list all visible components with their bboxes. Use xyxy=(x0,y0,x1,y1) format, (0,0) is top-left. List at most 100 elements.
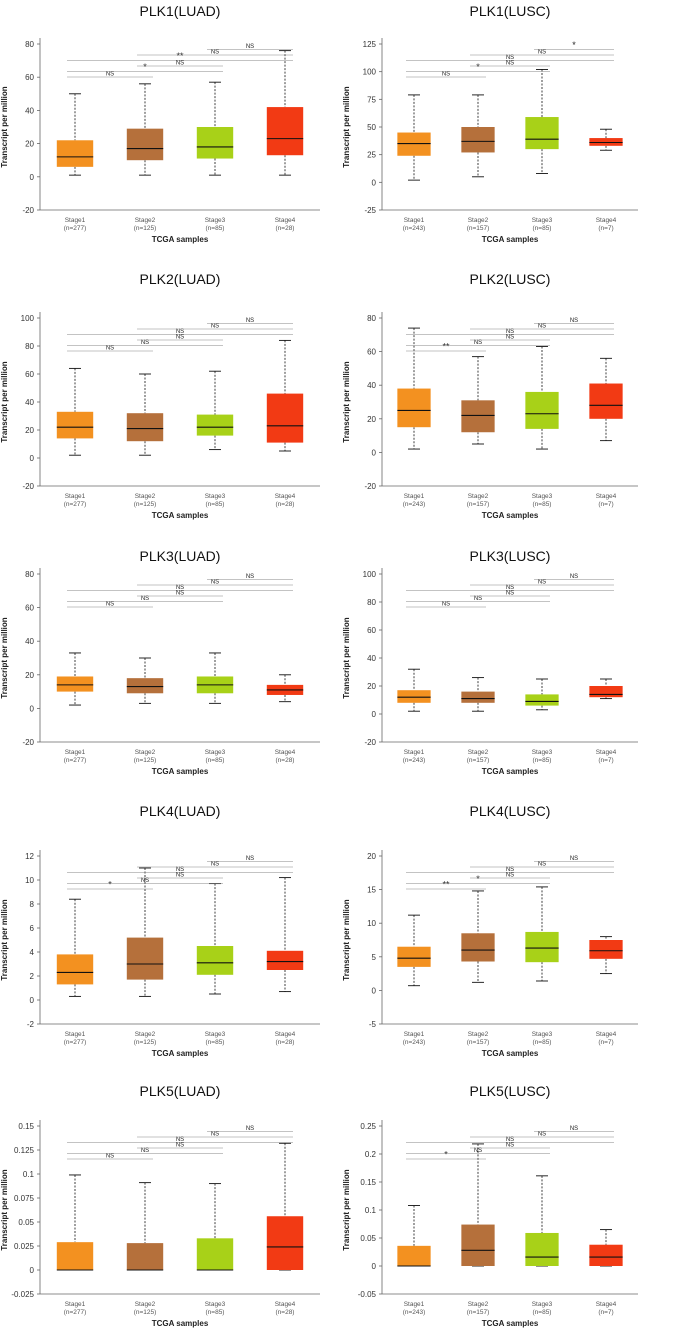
x-category-label: Stage2 xyxy=(135,493,156,500)
y-axis-label: Transcript per million xyxy=(0,1169,9,1250)
box-group xyxy=(589,128,623,151)
y-tick-label: 10 xyxy=(367,919,376,928)
chart-panel: PLK5(LUAD) -0.025 0 0.025 0.05 0.075 0.1 0.125 0… xyxy=(0,1083,320,1328)
box-iqr xyxy=(56,140,94,167)
x-category-label: Stage3 xyxy=(205,493,226,500)
x-count-label: (n=28) xyxy=(276,1309,295,1316)
x-count-label: (n=243) xyxy=(403,1309,426,1316)
box-group xyxy=(56,93,94,176)
y-tick-label: 20 xyxy=(367,415,376,424)
y-tick-label: 0.1 xyxy=(23,1170,35,1179)
box-iqr xyxy=(397,132,431,156)
box-iqr xyxy=(397,690,431,703)
box-group xyxy=(397,1205,431,1267)
y-tick-label: -20 xyxy=(364,482,376,491)
significance-label: ** xyxy=(176,51,184,61)
significance-label: NS xyxy=(506,335,514,341)
x-count-label: (n=85) xyxy=(533,225,552,232)
y-tick-label: 0 xyxy=(30,704,35,713)
box-group xyxy=(266,674,304,703)
y-axis-label: Transcript per million xyxy=(342,899,351,980)
box-group xyxy=(525,886,559,982)
significance-label: NS xyxy=(106,1154,114,1160)
y-tick-label: 0 xyxy=(372,178,377,187)
y-tick-label: 0 xyxy=(372,448,377,457)
chart-title: PLK4(LUSC) xyxy=(470,803,551,819)
y-tick-label: 20 xyxy=(25,671,34,680)
significance-label: NS xyxy=(538,1132,546,1138)
significance-label: NS xyxy=(246,574,254,580)
x-count-label: (n=85) xyxy=(206,225,225,232)
y-tick-label: 80 xyxy=(25,40,34,49)
significance-label: NS xyxy=(211,1132,219,1138)
significance-label: * xyxy=(476,62,480,72)
x-category-label: Stage1 xyxy=(404,493,425,500)
x-category-label: Stage3 xyxy=(532,217,553,224)
x-count-label: (n=243) xyxy=(403,1039,426,1046)
y-tick-label: 80 xyxy=(367,314,376,323)
x-count-label: (n=277) xyxy=(64,1039,87,1046)
x-count-label: (n=7) xyxy=(598,501,613,508)
significance-label: NS xyxy=(246,1126,254,1132)
x-category-label: Stage2 xyxy=(468,493,489,500)
significance-label: NS xyxy=(106,602,114,608)
x-category-label: Stage4 xyxy=(596,1301,617,1308)
x-category-label: Stage3 xyxy=(205,1301,226,1308)
box-group xyxy=(266,50,304,176)
significance-label: NS xyxy=(176,867,184,873)
box-group xyxy=(126,1182,164,1271)
box-group xyxy=(56,898,94,997)
y-tick-label: -2 xyxy=(27,1020,35,1029)
box-group xyxy=(397,914,431,987)
x-category-label: Stage2 xyxy=(135,749,156,756)
significance-label: * xyxy=(572,40,576,50)
significance-label: NS xyxy=(106,72,114,78)
significance-label: NS xyxy=(474,596,482,602)
y-tick-label: 20 xyxy=(25,140,34,149)
x-count-label: (n=85) xyxy=(533,757,552,764)
significance-label: NS xyxy=(570,1126,578,1132)
significance-label: NS xyxy=(176,61,184,67)
x-count-label: (n=7) xyxy=(598,1039,613,1046)
y-tick-label: 60 xyxy=(367,626,376,635)
box-iqr xyxy=(525,1232,559,1266)
y-tick-label: 0 xyxy=(372,986,377,995)
chart-title: PLK1(LUSC) xyxy=(470,3,551,19)
box-group xyxy=(525,1175,559,1267)
y-tick-label: 0.15 xyxy=(18,1122,34,1131)
x-category-label: Stage1 xyxy=(65,749,86,756)
x-count-label: (n=243) xyxy=(403,225,426,232)
significance-label: NS xyxy=(442,602,450,608)
x-count-label: (n=125) xyxy=(134,225,157,232)
box-group xyxy=(461,677,495,712)
x-category-label: Stage4 xyxy=(596,217,617,224)
significance-label: NS xyxy=(538,324,546,330)
box-group xyxy=(56,652,94,706)
y-tick-label: 80 xyxy=(25,342,34,351)
box-group xyxy=(525,678,559,711)
significance-label: NS xyxy=(506,1143,514,1149)
box-group xyxy=(266,339,304,452)
y-tick-label: 0.25 xyxy=(360,1122,376,1131)
x-category-label: Stage2 xyxy=(468,1301,489,1308)
y-tick-label: 0.2 xyxy=(365,1150,377,1159)
y-tick-label: 0.15 xyxy=(360,1178,376,1187)
x-count-label: (n=85) xyxy=(533,501,552,508)
x-count-label: (n=125) xyxy=(134,1039,157,1046)
x-category-label: Stage3 xyxy=(532,1031,553,1038)
x-axis-label: TCGA samples xyxy=(152,1319,209,1328)
box-iqr xyxy=(56,954,94,985)
y-tick-label: 4 xyxy=(30,948,35,957)
significance-label: NS xyxy=(176,1137,184,1143)
significance-label: * xyxy=(476,874,480,884)
x-category-label: Stage2 xyxy=(135,1031,156,1038)
x-category-label: Stage1 xyxy=(65,493,86,500)
box-group xyxy=(525,69,559,174)
box-group xyxy=(589,1229,623,1267)
significance-label: NS xyxy=(176,335,184,341)
x-count-label: (n=85) xyxy=(206,1039,225,1046)
x-count-label: (n=85) xyxy=(533,1039,552,1046)
box-iqr xyxy=(266,393,304,443)
x-category-label: Stage2 xyxy=(135,217,156,224)
significance-label: NS xyxy=(506,61,514,67)
